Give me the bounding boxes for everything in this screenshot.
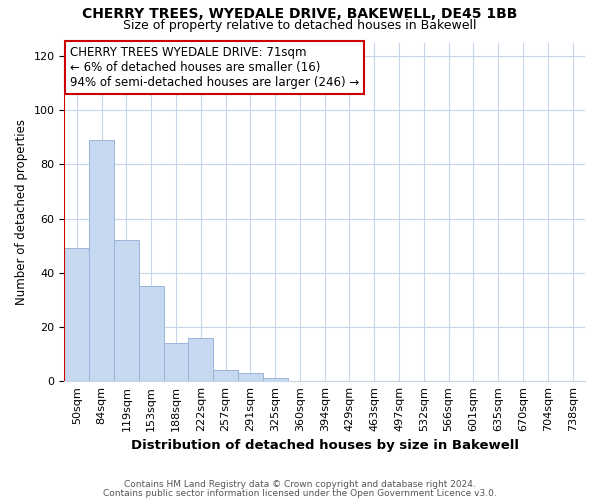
Bar bbox=[139, 286, 164, 381]
Text: Size of property relative to detached houses in Bakewell: Size of property relative to detached ho… bbox=[123, 18, 477, 32]
Text: Contains public sector information licensed under the Open Government Licence v3: Contains public sector information licen… bbox=[103, 488, 497, 498]
Bar bbox=[213, 370, 238, 381]
Y-axis label: Number of detached properties: Number of detached properties bbox=[15, 119, 28, 305]
Text: CHERRY TREES WYEDALE DRIVE: 71sqm
← 6% of detached houses are smaller (16)
94% o: CHERRY TREES WYEDALE DRIVE: 71sqm ← 6% o… bbox=[70, 46, 359, 89]
X-axis label: Distribution of detached houses by size in Bakewell: Distribution of detached houses by size … bbox=[131, 440, 519, 452]
Text: Contains HM Land Registry data © Crown copyright and database right 2024.: Contains HM Land Registry data © Crown c… bbox=[124, 480, 476, 489]
Bar bbox=[114, 240, 139, 381]
Bar bbox=[89, 140, 114, 381]
Bar bbox=[263, 378, 287, 381]
Bar bbox=[64, 248, 89, 381]
Bar bbox=[238, 373, 263, 381]
Text: CHERRY TREES, WYEDALE DRIVE, BAKEWELL, DE45 1BB: CHERRY TREES, WYEDALE DRIVE, BAKEWELL, D… bbox=[82, 8, 518, 22]
Bar bbox=[164, 343, 188, 381]
Bar bbox=[188, 338, 213, 381]
